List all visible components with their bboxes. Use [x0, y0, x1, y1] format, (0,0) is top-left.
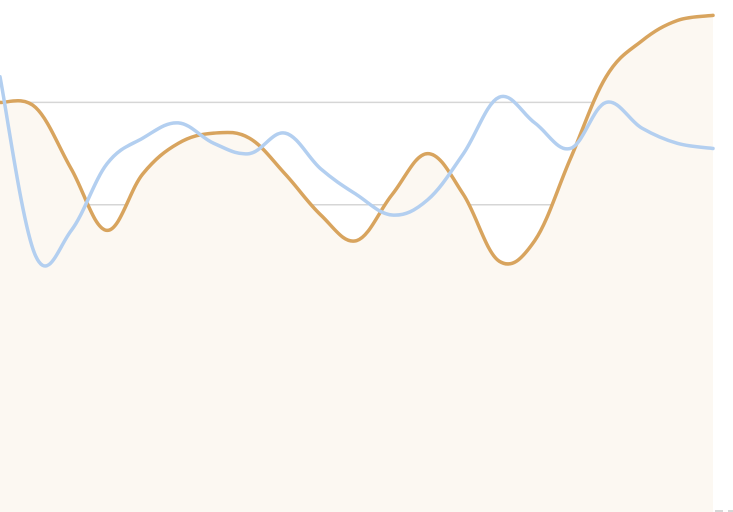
series-lines — [0, 13, 715, 268]
area-fills — [0, 15, 713, 512]
series-0-area — [0, 15, 713, 512]
series-0-line — [0, 13, 715, 266]
series-1-line — [0, 75, 715, 268]
